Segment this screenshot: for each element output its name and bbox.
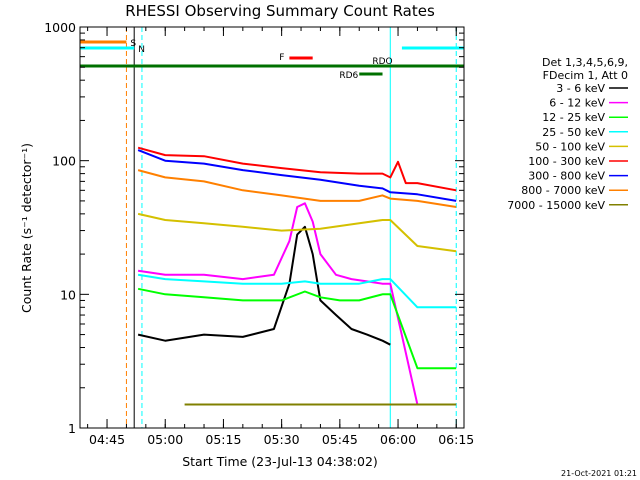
legend-label-2: 12 - 25 keV [542,111,605,124]
y-tick-label-2: 100 [52,154,76,169]
series-line-0 [137,225,391,346]
x-tick-label-6: 06:15 [438,432,474,447]
plot-frame [79,26,465,429]
legend-label-1: 6 - 12 keV [549,97,605,110]
axes: 1 10 100 1000 04:45 05:00 05:15 05:30 05:45 06:00… [44,20,474,447]
series-line-4 [137,212,457,253]
x-tick-label-5: 06:00 [380,432,416,447]
legend-label-5: 100 - 300 keV [528,155,605,168]
y-tick-label-3: 1000 [44,20,76,35]
annotation-label-0: S [130,39,136,49]
series-line-3 [137,273,457,309]
y-tick-label-1: 10 [60,287,76,302]
x-tick-label-0: 04:45 [89,432,125,447]
x-axis-label: Start Time (23-Jul-13 04:38:02) [182,454,378,469]
legend-label-4: 50 - 100 keV [535,140,605,153]
series-line-7 [137,169,457,208]
annotation-label-4: RDO [372,57,392,67]
legend-label-3: 25 - 50 keV [542,126,605,139]
series-line-5 [137,146,457,192]
chart-title: RHESSI Observing Summary Count Rates [125,2,435,20]
x-tick-label-4: 05:45 [322,432,358,447]
x-tick-label-1: 05:00 [147,432,183,447]
legend-label-6: 300 - 800 keV [528,170,605,183]
legend-label-8: 7000 - 15000 keV [507,199,605,212]
x-tick-label-2: 05:15 [205,432,241,447]
series-line-2 [137,287,457,370]
annotation-label-3: F [279,53,284,63]
annotation-label-5: RD6 [339,71,358,81]
annotation-label-1: N [138,45,145,55]
data-marks: SN F RDO RD6 [80,27,464,428]
legend-header-1: FDecim 1, Att 0 [543,69,628,82]
series-line-6 [137,149,457,202]
legend-header-0: Det 1,3,4,5,6,9, [542,56,628,69]
legend: Det 1,3,4,5,6,9,FDecim 1, Att 03 - 6 keV… [507,56,628,212]
y-axis-label: Count Rate (s⁻¹ detector⁻¹) [19,143,34,313]
x-tick-label-3: 05:30 [264,432,300,447]
y-tick-label-0: 1 [68,421,76,436]
generated-timestamp: 21-Oct-2021 01:21 [561,469,637,478]
series-line-1 [137,202,457,406]
legend-label-7: 800 - 7000 keV [521,184,605,197]
legend-label-0: 3 - 6 keV [556,82,605,95]
